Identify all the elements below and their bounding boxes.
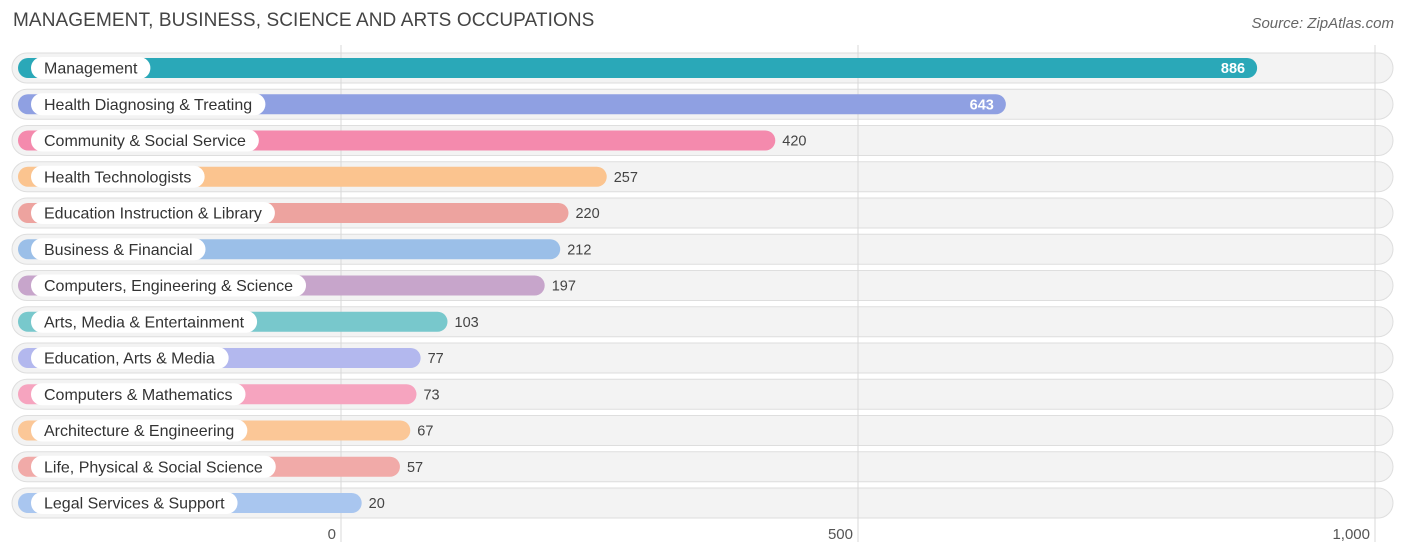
- category-label: Computers & Mathematics: [44, 387, 233, 404]
- value-label: 77: [428, 351, 444, 367]
- value-label: 643: [970, 97, 994, 113]
- bar-group: Life, Physical & Social Science 57: [18, 455, 423, 478]
- bar-group: Education Instruction & Library 220: [18, 202, 600, 224]
- value-label: 57: [407, 460, 423, 476]
- value-label: 420: [782, 134, 806, 150]
- category-label-chip: [31, 274, 307, 297]
- category-label: Education, Arts & Media: [44, 351, 215, 368]
- x-tick-label: 500: [828, 526, 853, 543]
- category-label-chip: [31, 347, 229, 369]
- value-label: 197: [552, 279, 576, 295]
- x-tick-label: 1,000: [1332, 526, 1370, 543]
- category-label-chip: [31, 202, 275, 224]
- category-label-chip: [31, 129, 259, 152]
- category-label: Health Technologists: [44, 169, 191, 186]
- category-label-chip: [31, 165, 205, 188]
- value-label: 220: [575, 206, 599, 222]
- x-axis-ticks: 0 500 1,000: [328, 526, 1370, 543]
- value-label: 212: [567, 242, 591, 258]
- category-label: Health Diagnosing & Treating: [44, 97, 252, 114]
- category-label-chip: [31, 383, 246, 406]
- value-label: 103: [455, 315, 479, 331]
- bar-group: Arts, Media & Entertainment 103: [18, 310, 479, 333]
- value-label: 67: [417, 424, 433, 440]
- bar-group: Health Technologists 257: [18, 165, 638, 188]
- category-label: Community & Social Service: [44, 133, 246, 150]
- chart-title: MANAGEMENT, BUSINESS, SCIENCE AND ARTS O…: [13, 10, 595, 31]
- category-label-chip: [31, 492, 238, 514]
- bar-group: Computers & Mathematics 73: [18, 383, 440, 406]
- bar-group: Architecture & Engineering 67: [18, 419, 433, 442]
- value-label: 257: [614, 170, 638, 186]
- bar-group: Computers, Engineering & Science 197: [18, 274, 576, 297]
- bar-group: Management 886: [18, 57, 1258, 79]
- category-label: Architecture & Engineering: [44, 423, 234, 440]
- x-tick-label: 0: [328, 526, 336, 543]
- bar: [18, 94, 1006, 115]
- category-label: Legal Services & Support: [44, 496, 225, 513]
- value-label: 20: [369, 496, 385, 512]
- bar-group: Community & Social Service 420: [18, 129, 806, 152]
- category-label: Education Instruction & Library: [44, 206, 262, 223]
- category-label: Arts, Media & Entertainment: [44, 314, 245, 331]
- bar-group: Education, Arts & Media 77: [18, 347, 444, 369]
- value-label: 73: [423, 387, 439, 403]
- category-label-chip: [31, 57, 151, 79]
- value-label: 886: [1221, 61, 1245, 77]
- category-label-chip: [31, 93, 266, 116]
- bar-group: Legal Services & Support 20: [18, 492, 385, 514]
- bar-group: Health Diagnosing & Treating 643: [18, 93, 1006, 116]
- bar: [18, 58, 1258, 78]
- category-label-chip: [31, 310, 258, 333]
- category-label-chip: [31, 238, 206, 261]
- bar-group: Business & Financial 212: [18, 238, 591, 261]
- bars: Management 886 Health Diagnosing & Treatin…: [18, 57, 1258, 514]
- category-label: Computers, Engineering & Science: [44, 278, 293, 295]
- chart-source: Source: ZipAtlas.com: [1251, 15, 1394, 32]
- category-label-chip: [31, 419, 248, 442]
- category-label: Business & Financial: [44, 242, 193, 259]
- category-label: Life, Physical & Social Science: [44, 459, 263, 476]
- category-label: Management: [44, 61, 138, 78]
- category-label-chip: [31, 455, 276, 478]
